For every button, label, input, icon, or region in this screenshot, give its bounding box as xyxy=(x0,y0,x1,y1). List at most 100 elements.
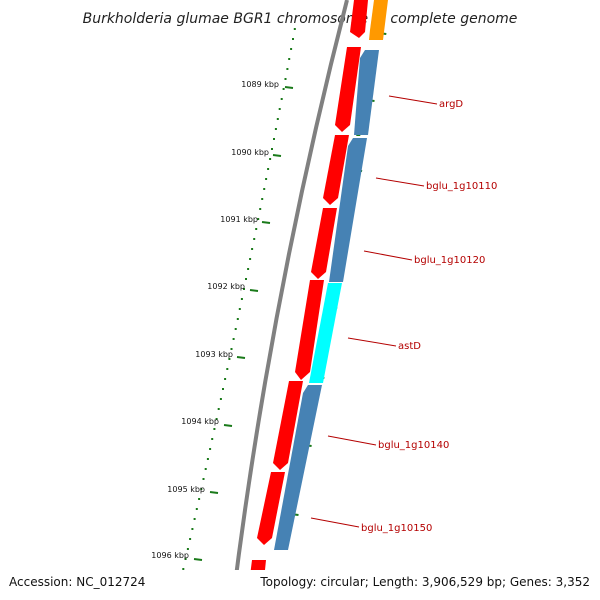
gc-dot xyxy=(269,158,272,160)
cds-reverse[interactable] xyxy=(354,50,379,135)
label-bglu-1g10150: bglu_1g10150 xyxy=(310,517,432,534)
map-title: Burkholderia glumae BGR1 chromosome 1, c… xyxy=(83,11,518,27)
gc-dot xyxy=(273,138,275,140)
gc-dot xyxy=(184,558,187,560)
gc-dot xyxy=(193,518,196,520)
gc-dot xyxy=(202,478,205,480)
tick-1091: 1091 kbp xyxy=(220,215,271,224)
gc-dot xyxy=(255,228,258,230)
gc-dot xyxy=(222,388,224,390)
cds-forward[interactable] xyxy=(311,208,337,279)
cds-forward[interactable] xyxy=(295,280,324,380)
gc-dot xyxy=(206,458,209,460)
gene-label[interactable]: bglu_1g10110 xyxy=(426,181,497,192)
label-bglu-1g10110: bglu_1g10110 xyxy=(375,177,497,192)
gc-dot xyxy=(261,198,264,200)
gc-dot xyxy=(195,508,198,510)
label-bglu-1g10120: bglu_1g10120 xyxy=(363,250,485,266)
gc-dot xyxy=(292,38,294,40)
gc-dot xyxy=(224,378,227,380)
gene-label[interactable]: astD xyxy=(398,341,421,352)
gc-dot xyxy=(263,188,266,190)
topology-text: Topology: circular; Length: 3,906,529 bp… xyxy=(259,575,590,589)
gc-dot xyxy=(259,208,262,210)
tick-1094: 1094 kbp xyxy=(181,417,233,427)
cds-astd[interactable] xyxy=(309,283,342,383)
gc-dot xyxy=(265,178,268,180)
gc-dot xyxy=(236,318,239,320)
gc-dot xyxy=(247,268,250,270)
gc-dot xyxy=(251,248,254,250)
label-bglu-1g10140: bglu_1g10140 xyxy=(327,435,449,451)
gc-dot xyxy=(282,88,285,90)
cds-forward[interactable] xyxy=(273,381,303,470)
gc-dot xyxy=(276,118,279,120)
gene-label[interactable]: bglu_1g10140 xyxy=(378,440,449,451)
gc-dot xyxy=(182,568,185,570)
tick-label: 1090 kbp xyxy=(231,148,269,157)
tick-label: 1096 kbp xyxy=(151,551,189,560)
tick-label: 1094 kbp xyxy=(181,417,219,426)
gene-label[interactable]: argD xyxy=(439,99,463,110)
tick-label: 1095 kbp xyxy=(167,485,205,494)
tick-label: 1093 kbp xyxy=(195,350,233,359)
cds-forward[interactable] xyxy=(257,472,285,545)
gc-dot xyxy=(230,348,233,350)
cds-reverse-orange[interactable] xyxy=(369,0,388,40)
gc-dot xyxy=(240,298,243,300)
cds-reverse[interactable] xyxy=(329,138,367,282)
footer-background xyxy=(0,570,600,600)
gc-dot xyxy=(213,428,216,430)
gc-dot xyxy=(217,408,220,410)
gc-dot xyxy=(198,498,201,500)
label-astd: astD xyxy=(347,337,421,352)
reverse-strand xyxy=(274,0,388,550)
gc-dot xyxy=(257,218,260,220)
tick-1095: 1095 kbp xyxy=(167,485,219,494)
tick-label: 1091 kbp xyxy=(220,215,258,224)
scale-ticks: 1089 kbp 1090 kbp 1091 kbp 1092 kbp 1093… xyxy=(151,80,294,561)
forward-strand xyxy=(247,0,368,600)
gc-dot xyxy=(284,78,287,80)
gc-dot xyxy=(288,58,291,60)
gc-dot xyxy=(200,488,203,490)
gc-dot xyxy=(211,438,214,440)
gc-dot xyxy=(219,398,222,400)
gc-dot xyxy=(249,258,252,260)
tick-label: 1092 kbp xyxy=(207,282,245,291)
gc-dot xyxy=(186,548,189,550)
gc-dot xyxy=(293,28,296,30)
cds-forward[interactable] xyxy=(335,47,361,132)
gc-dot xyxy=(238,308,241,310)
backbone-arc xyxy=(231,0,349,600)
tick-1092: 1092 kbp xyxy=(207,282,259,292)
gc-dot xyxy=(232,338,235,340)
cds-forward[interactable] xyxy=(323,135,349,205)
gc-dot xyxy=(271,148,273,150)
tick-1089: 1089 kbp xyxy=(241,80,294,89)
gene-label[interactable]: bglu_1g10120 xyxy=(414,255,485,266)
gc-dot xyxy=(278,108,281,110)
cds-reverse[interactable] xyxy=(274,385,322,550)
gene-labels: argD bglu_1g10110 bglu_1g10120 astD bglu… xyxy=(310,95,497,534)
gc-dot xyxy=(290,48,293,50)
accession-text: Accession: NC_012724 xyxy=(9,575,145,589)
gc-dot xyxy=(215,418,218,420)
gene-label[interactable]: bglu_1g10150 xyxy=(361,523,432,534)
tick-1090: 1090 kbp xyxy=(231,148,282,157)
gc-dot xyxy=(209,448,212,450)
gc-dot xyxy=(243,288,245,290)
tick-1093: 1093 kbp xyxy=(195,350,246,359)
gc-dot xyxy=(189,538,192,540)
gc-dot xyxy=(253,238,256,240)
label-argd: argD xyxy=(388,95,463,110)
gc-dot xyxy=(234,328,237,330)
cds-forward[interactable] xyxy=(350,0,368,38)
tick-label: 1089 kbp xyxy=(241,80,279,89)
gc-dot xyxy=(267,168,270,170)
tick-1096: 1096 kbp xyxy=(151,551,203,561)
gc-dot xyxy=(226,368,229,370)
gc-dot xyxy=(191,528,194,530)
gc-dot xyxy=(245,278,247,280)
